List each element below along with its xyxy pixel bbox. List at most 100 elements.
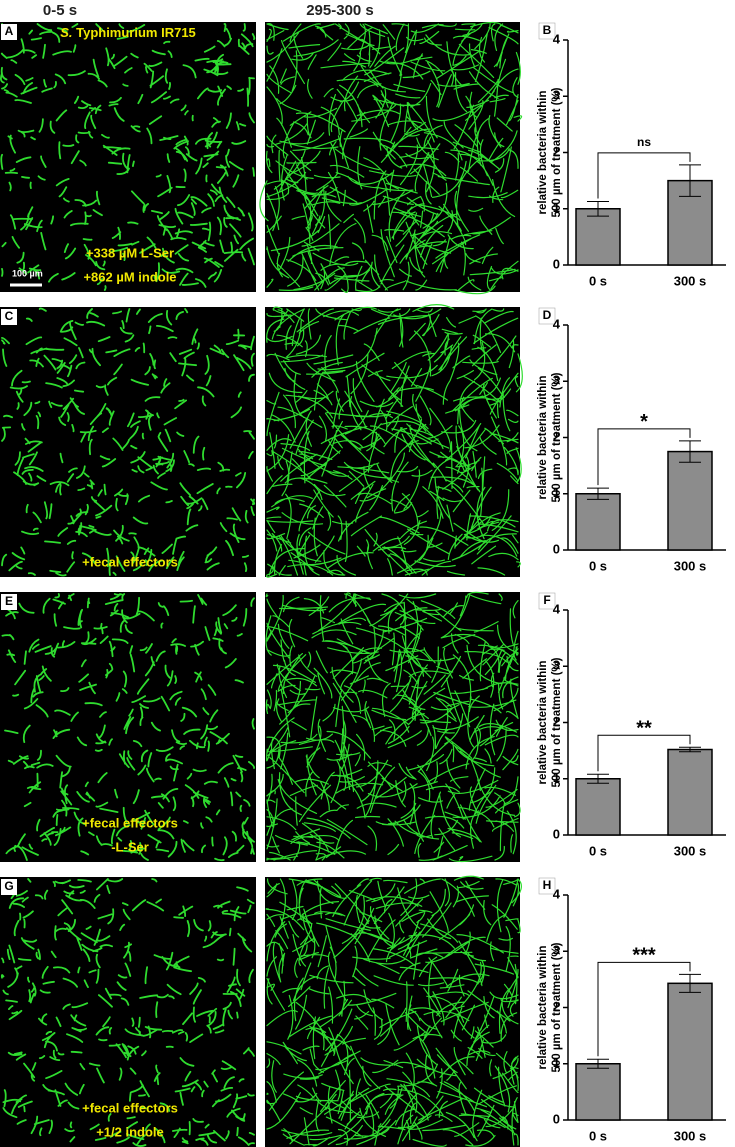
panel-label-box (1, 879, 17, 895)
x-tick-label: 300 s (674, 558, 707, 573)
y-tick-label: 3 (553, 943, 560, 958)
y-axis-label: relative bacteria within (537, 376, 549, 500)
column-header: 295-300 s (306, 2, 374, 19)
y-tick-label: 4 (553, 886, 561, 901)
panel-label: G (4, 879, 13, 893)
y-tick-label: 0 (553, 1111, 560, 1126)
panel-label: E (5, 594, 13, 608)
image-title: S. Typhimurium IR715 (60, 25, 196, 40)
significance-label: * (640, 411, 648, 433)
fluorescence-texture (266, 304, 523, 578)
panel-label: D (543, 308, 552, 322)
y-tick-label: 1 (553, 200, 560, 215)
panel-label: H (543, 878, 552, 892)
x-tick-label: 0 s (589, 558, 607, 573)
fluorescence-texture (265, 591, 521, 863)
panel-label-box (1, 24, 17, 40)
y-tick-label: 4 (553, 316, 561, 331)
bar (575, 778, 621, 836)
fluorescence-texture (265, 875, 523, 1147)
bar (667, 982, 713, 1121)
treatment-label: +fecal effectors (82, 815, 178, 830)
error-bar (679, 440, 701, 463)
panel-label-box (538, 592, 556, 610)
significance-label: ** (636, 718, 652, 740)
fluorescence-texture (0, 878, 255, 1147)
treatment-label: +fecal effectors (82, 1100, 178, 1115)
fluorescence-texture (1, 593, 255, 862)
y-axis-label: 500 µm of treatment (%) (551, 657, 563, 787)
error-bar (587, 200, 609, 217)
y-axis-label: relative bacteria within (537, 661, 549, 785)
y-axis-label: relative bacteria within (537, 946, 549, 1070)
x-tick-label: 300 s (674, 273, 707, 288)
y-tick-label: 3 (553, 658, 560, 673)
treatment-label: +1/2 indole (96, 1124, 164, 1139)
significance-bracket (597, 734, 691, 772)
error-bar (679, 746, 701, 753)
error-bar (587, 487, 609, 500)
species: S. (60, 25, 72, 40)
treatment-label: +fecal effectors (82, 554, 178, 569)
x-tick-label: 0 s (589, 1128, 607, 1143)
fluorescence-texture (259, 21, 523, 295)
bar (575, 1063, 621, 1121)
y-tick-label: 2 (553, 429, 560, 444)
panel-label: A (5, 24, 14, 38)
treatment-label: +338 µM L-Ser (86, 245, 174, 260)
panel-label: B (543, 23, 552, 37)
significance-bracket (597, 428, 691, 486)
y-tick-label: 2 (553, 999, 560, 1014)
y-axis-label: 500 µm of treatment (%) (551, 87, 563, 217)
x-tick-label: 0 s (589, 273, 607, 288)
panel-label-box (1, 594, 17, 610)
y-tick-label: 1 (553, 770, 560, 785)
y-tick-label: 3 (553, 88, 560, 103)
panel-label: C (5, 309, 14, 323)
micrograph (265, 592, 520, 862)
significance-label: ns (637, 135, 651, 149)
micrograph (265, 307, 520, 577)
error-bar (587, 1058, 609, 1069)
bar (575, 208, 621, 266)
y-tick-label: 2 (553, 714, 560, 729)
y-tick-label: 1 (553, 1055, 560, 1070)
y-tick-label: 1 (553, 485, 560, 500)
column-header: 0-5 s (43, 2, 77, 19)
error-bar (679, 164, 701, 197)
y-axis-label: 500 µm of treatment (%) (551, 372, 563, 502)
y-tick-label: 4 (553, 601, 561, 616)
y-axis-label: relative bacteria within (537, 91, 549, 215)
panel-label-box (538, 877, 556, 895)
strain: Typhimurium IR715 (76, 25, 196, 40)
scale-bar-label: 100 µm (12, 268, 43, 278)
y-axis-label: 500 µm of treatment (%) (551, 942, 563, 1072)
x-tick-label: 0 s (589, 843, 607, 858)
treatment-label: -L-Ser (111, 839, 149, 854)
fluorescence-texture (0, 23, 256, 291)
treatment-label: +862 µM indole (83, 269, 176, 284)
significance-bracket (597, 961, 691, 1057)
y-tick-label: 3 (553, 373, 560, 388)
fluorescence-texture (1, 307, 256, 577)
x-tick-label: 300 s (674, 843, 707, 858)
significance-bracket (597, 152, 691, 199)
y-tick-label: 0 (553, 256, 560, 271)
y-tick-label: 0 (553, 541, 560, 556)
panel-label-box (538, 307, 556, 325)
y-tick-label: 2 (553, 144, 560, 159)
bar (667, 748, 713, 836)
y-tick-label: 4 (553, 31, 561, 46)
significance-label: *** (632, 945, 656, 967)
panel-label-box (538, 22, 556, 40)
error-bar (679, 973, 701, 993)
bar (667, 450, 713, 551)
panel-label: F (543, 593, 550, 607)
panel-label-box (1, 309, 17, 325)
bar (575, 493, 621, 551)
error-bar (587, 773, 609, 784)
y-tick-label: 0 (553, 826, 560, 841)
x-tick-label: 300 s (674, 1128, 707, 1143)
